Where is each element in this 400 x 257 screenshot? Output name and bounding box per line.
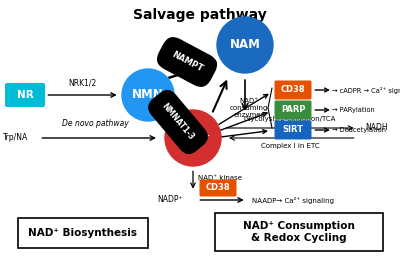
Text: NAD⁺ Consumption
& Redox Cycling: NAD⁺ Consumption & Redox Cycling	[243, 221, 355, 243]
Text: Trp/NA: Trp/NA	[3, 133, 28, 142]
Text: Complex I in ETC: Complex I in ETC	[261, 143, 319, 149]
Text: Glycolysis/β-oxidation/TCA: Glycolysis/β-oxidation/TCA	[244, 116, 336, 122]
Text: NAD⁺
consuming
enzymes: NAD⁺ consuming enzymes	[230, 98, 268, 118]
Text: NRK1/2: NRK1/2	[68, 79, 96, 88]
Text: NMNAT1-3: NMNAT1-3	[160, 102, 196, 142]
Text: NAADP→ Ca²⁺ signaling: NAADP→ Ca²⁺ signaling	[252, 197, 334, 204]
Text: NAMPT: NAMPT	[170, 50, 204, 74]
Text: De novo pathway: De novo pathway	[62, 119, 128, 128]
Bar	[18, 218, 148, 248]
Text: NAM: NAM	[230, 39, 260, 51]
Bar	[215, 213, 383, 251]
Text: → cADPR → Ca²⁺ signaling: → cADPR → Ca²⁺ signaling	[332, 87, 400, 94]
Text: NADP⁺: NADP⁺	[157, 196, 183, 205]
Circle shape	[122, 69, 174, 121]
Text: CD38: CD38	[206, 183, 230, 192]
Text: NR: NR	[17, 90, 33, 100]
Text: NAD⁺ Biosynthesis: NAD⁺ Biosynthesis	[28, 228, 138, 238]
Circle shape	[165, 110, 221, 166]
FancyBboxPatch shape	[274, 80, 312, 99]
Text: NADH: NADH	[365, 124, 388, 133]
Text: SIRT: SIRT	[282, 125, 304, 134]
FancyBboxPatch shape	[5, 83, 45, 107]
Text: CD38: CD38	[281, 86, 305, 95]
Text: NAD⁺: NAD⁺	[176, 132, 210, 144]
Text: Salvage pathway: Salvage pathway	[133, 8, 267, 22]
Circle shape	[217, 17, 273, 73]
Text: → PARylation: → PARylation	[332, 107, 375, 113]
Text: PARP: PARP	[281, 106, 305, 115]
Text: NMN: NMN	[132, 88, 164, 102]
FancyBboxPatch shape	[200, 179, 236, 197]
FancyBboxPatch shape	[274, 100, 312, 120]
Text: NAD⁺ kinase: NAD⁺ kinase	[198, 175, 242, 181]
FancyBboxPatch shape	[274, 121, 312, 140]
Text: → Deacetylation: → Deacetylation	[332, 127, 386, 133]
